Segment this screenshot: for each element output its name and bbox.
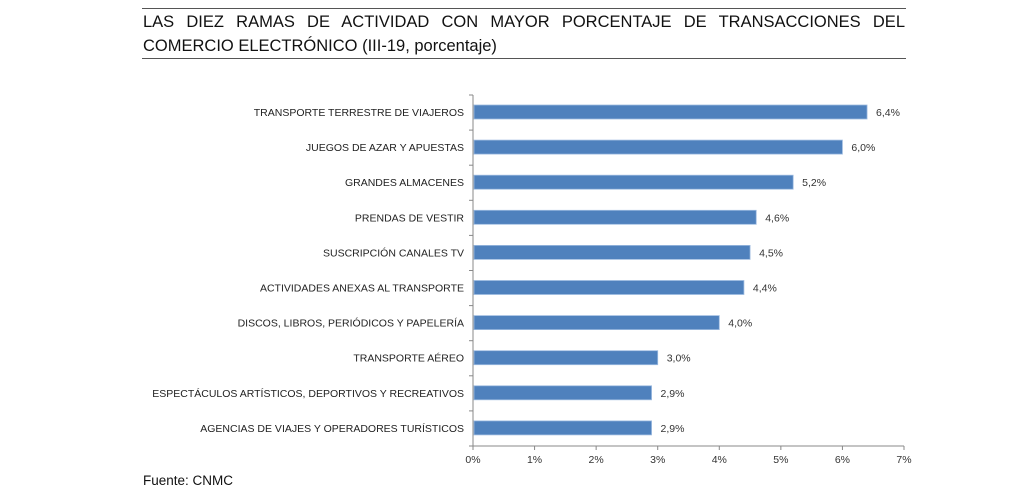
x-tick-label: 0% xyxy=(465,454,480,466)
data-label: 6,0% xyxy=(851,142,875,154)
bar xyxy=(473,209,757,225)
data-label: 4,5% xyxy=(759,247,783,259)
category-label: AGENCIAS DE VIAJES Y OPERADORES TURÍSTIC… xyxy=(200,422,464,435)
bar xyxy=(473,139,843,155)
category-label: ACTIVIDADES ANEXAS AL TRANSPORTE xyxy=(260,283,464,295)
bar xyxy=(473,244,751,260)
title-bottom-rule xyxy=(142,58,906,59)
chart-title: LAS DIEZ RAMAS DE ACTIVIDAD CON MAYOR PO… xyxy=(143,13,905,55)
data-label: 5,2% xyxy=(802,177,826,189)
category-label: JUEGOS DE AZAR Y APUESTAS xyxy=(306,142,464,154)
bar xyxy=(473,280,745,295)
bar xyxy=(473,174,794,190)
bar xyxy=(473,420,652,436)
category-label: PRENDAS DE VESTIR xyxy=(355,212,465,224)
x-tick-label: 7% xyxy=(896,454,911,466)
category-label: ESPECTÁCULOS ARTÍSTICOS, DEPORTIVOS Y RE… xyxy=(152,387,464,400)
x-tick-label: 4% xyxy=(712,454,727,466)
category-label: GRANDES ALMACENES xyxy=(345,177,464,189)
category-label: DISCOS, LIBROS, PERIÓDICOS Y PAPELERÍA xyxy=(238,317,464,330)
x-tick-label: 5% xyxy=(773,454,788,466)
data-label: 4,6% xyxy=(765,212,789,224)
bar xyxy=(473,104,868,120)
data-label: 6,4% xyxy=(876,107,900,119)
source-note: Fuente: CNMC xyxy=(143,473,234,488)
data-label: 3,0% xyxy=(667,353,691,365)
title-top-rule xyxy=(142,8,906,9)
category-label: SUSCRIPCIÓN CANALES TV xyxy=(323,246,464,259)
data-label: 2,9% xyxy=(661,388,685,400)
data-label: 2,9% xyxy=(661,423,685,435)
bar xyxy=(473,350,659,366)
x-tick-label: 1% xyxy=(527,454,542,466)
data-label: 4,0% xyxy=(728,318,752,330)
bar xyxy=(473,315,720,331)
category-label: TRANSPORTE AÉREO xyxy=(353,352,464,365)
category-label: TRANSPORTE TERRESTRE DE VIAJEROS xyxy=(254,107,464,119)
data-label: 4,4% xyxy=(753,283,777,295)
x-tick-label: 2% xyxy=(589,454,604,466)
x-tick-label: 3% xyxy=(650,454,665,466)
bar xyxy=(473,385,652,401)
x-tick-label: 6% xyxy=(835,454,850,466)
